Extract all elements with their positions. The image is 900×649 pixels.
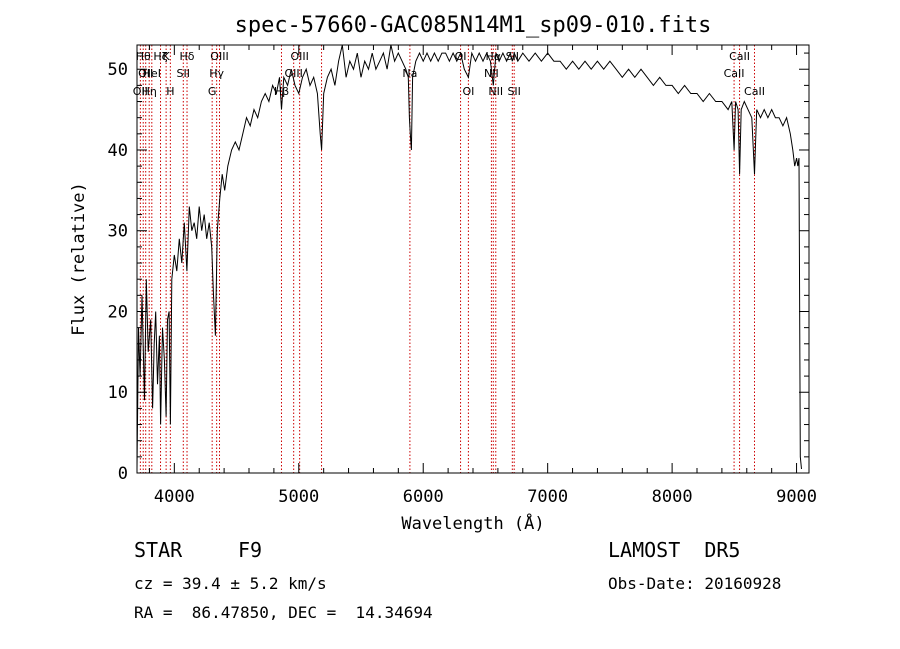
x-tick-label: 7000	[527, 487, 568, 507]
object-class: STAR	[134, 538, 183, 562]
marker-label: OI	[462, 85, 474, 98]
redshift-velocity: cz = 39.4 ± 5.2 km/s	[134, 574, 327, 593]
marker-label: Hζ	[153, 50, 167, 63]
y-tick-label: 40	[108, 141, 128, 161]
marker-label: OIII	[210, 50, 228, 63]
y-axis-label: Flux (relative)	[69, 182, 89, 336]
marker-label: OI	[455, 50, 467, 63]
marker-label: Hη	[142, 85, 157, 98]
marker-label: Hθ	[136, 50, 151, 63]
marker-label: OIII	[290, 50, 308, 63]
emission-line-markers	[139, 45, 755, 473]
spectrum-line	[136, 44, 802, 470]
marker-label: CaII	[729, 50, 750, 63]
observation-date: Obs-Date: 20160928	[608, 574, 782, 593]
marker-label: Hγ	[209, 67, 224, 80]
y-tick-label: 0	[118, 464, 128, 484]
x-axis-label: Wavelength (Å)	[401, 512, 544, 534]
survey-name: LAMOST DR5	[608, 538, 741, 562]
marker-label: K	[163, 50, 171, 63]
marker-label: CaII	[724, 67, 745, 80]
y-tick-label: 30	[108, 222, 128, 242]
marker-label: CaII	[744, 85, 765, 98]
marker-label: SII	[506, 50, 519, 63]
marker-label: HeI	[143, 67, 161, 80]
x-tick-label: 5000	[278, 487, 319, 507]
sky-coordinates: RA = 86.47850, DEC = 14.34694	[134, 603, 433, 622]
y-tick-label: 50	[108, 60, 128, 80]
x-tick-label: 6000	[403, 487, 444, 507]
marker-label: Hδ	[180, 50, 195, 63]
y-tick-label: 20	[108, 302, 128, 322]
x-axis-ticks: 4000 5000 6000 7000 8000 9000	[148, 45, 817, 507]
marker-label: G	[208, 85, 217, 98]
emission-line-labels: OIIHθOIIHηHeIHζKHSIIHδGHγOIIIHβOIIIOIIIN…	[133, 50, 765, 98]
object-subclass: F9	[238, 538, 263, 562]
x-tick-label: 4000	[154, 487, 195, 507]
marker-label: Na	[402, 67, 417, 80]
y-axis-ticks: 0 10 20 30 40 50	[108, 52, 809, 484]
y-tick-label: 10	[108, 383, 128, 403]
marker-label: H	[166, 85, 174, 98]
marker-label: Hβ	[274, 85, 289, 98]
marker-label: OII	[138, 67, 153, 80]
x-tick-label: 8000	[652, 487, 693, 507]
x-tick-label: 9000	[776, 487, 817, 507]
chart-title: spec-57660-GAC085N14M1_sp09-010.fits	[235, 13, 712, 38]
plot-frame	[136, 44, 810, 474]
marker-label: SII	[177, 67, 190, 80]
marker-label: SII	[507, 85, 520, 98]
marker-label: NII	[488, 85, 503, 98]
